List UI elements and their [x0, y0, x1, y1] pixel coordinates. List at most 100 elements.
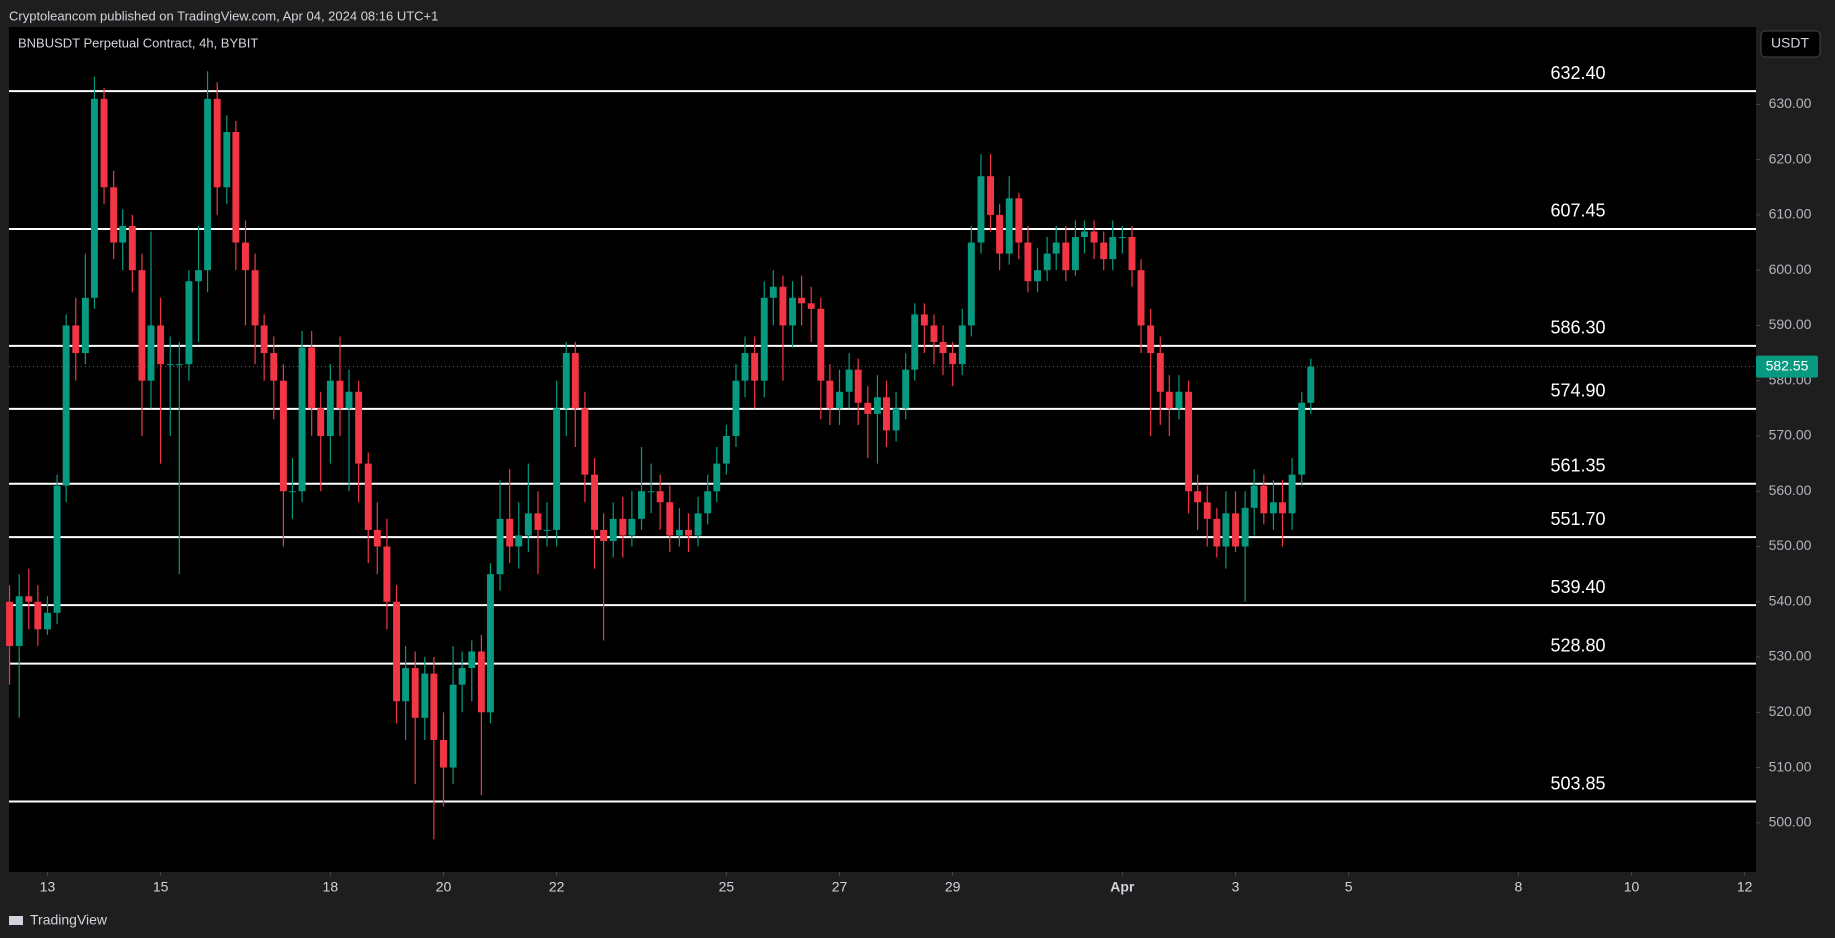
candle-body — [1062, 242, 1070, 271]
candle-body — [279, 380, 287, 492]
candle-body — [694, 513, 702, 536]
candle-body — [1100, 242, 1108, 260]
candle-body — [72, 325, 80, 354]
candle-body — [1165, 391, 1173, 409]
candle-body — [506, 518, 514, 547]
candle-body — [553, 408, 561, 530]
candle-body — [260, 325, 268, 354]
candle-body — [600, 529, 608, 541]
candle-body — [1137, 270, 1145, 326]
y-tick-label: 510.00 — [1769, 758, 1812, 774]
candle-body — [722, 435, 730, 464]
candle-body — [684, 529, 692, 536]
candle-body — [571, 353, 579, 409]
candle-body — [1147, 325, 1155, 354]
candle-body — [892, 408, 900, 431]
candle-body — [647, 491, 655, 493]
candle-body — [656, 491, 664, 503]
candle-body — [675, 529, 683, 536]
candle-body — [336, 380, 344, 409]
candle-body — [873, 397, 881, 414]
candle-body — [166, 364, 174, 366]
level-label: 632.40 — [1550, 63, 1605, 83]
plot-layer: 500.00 510.00 520.00 530.00 540.00 550.00 560.… — [6, 63, 1818, 895]
candle-body — [817, 308, 825, 381]
candle-body — [1241, 507, 1249, 547]
level-label: 561.35 — [1550, 456, 1605, 476]
candle-body — [147, 325, 155, 381]
candle-body — [562, 353, 570, 409]
candle-body — [110, 187, 118, 243]
candle-body — [185, 281, 193, 365]
candle-body — [25, 596, 33, 602]
x-tick-label: 25 — [719, 879, 735, 895]
y-tick-label: 520.00 — [1769, 703, 1812, 719]
candle-body — [53, 485, 61, 613]
candle-body — [402, 668, 410, 702]
candle-body — [1288, 474, 1296, 514]
candle-body — [308, 347, 316, 409]
candle-body — [930, 325, 938, 343]
tv-logo — [9, 916, 23, 925]
x-tick-label: 29 — [945, 879, 961, 895]
candle-body — [317, 408, 325, 436]
candle-body — [1260, 485, 1268, 514]
x-tick-label: Apr — [1110, 879, 1135, 895]
candle-body — [967, 242, 975, 326]
candle-body — [355, 391, 363, 464]
candle-body — [628, 518, 636, 536]
candle-body — [911, 314, 919, 370]
level-label: 586.30 — [1550, 318, 1605, 338]
candle-body — [1034, 270, 1041, 282]
candle-body — [1015, 198, 1023, 243]
currency-button[interactable] — [1760, 30, 1821, 58]
candle-body — [1213, 518, 1221, 547]
level-label: 551.70 — [1550, 509, 1605, 529]
candle-body — [1052, 242, 1060, 254]
candle-body — [1203, 502, 1211, 519]
candle-body — [138, 270, 146, 381]
candle-body — [1118, 237, 1126, 239]
candle-body — [882, 397, 890, 431]
candle-body — [1175, 391, 1183, 409]
candle-body — [638, 491, 645, 519]
candle-body — [345, 391, 353, 409]
y-tick-label: 540.00 — [1769, 592, 1812, 608]
candle-body — [845, 369, 853, 392]
candle-body — [421, 673, 429, 718]
level-label: 607.45 — [1550, 201, 1605, 221]
candle-body — [1222, 513, 1230, 547]
candle-body — [939, 342, 947, 354]
candle-body — [175, 364, 183, 366]
candle-body — [81, 297, 89, 354]
last-price-label: 582.55 — [1766, 357, 1809, 373]
last-price-tag — [1756, 355, 1818, 378]
symbol-title: BNBUSDT Perpetual Contract, 4h, BYBIT — [18, 35, 258, 50]
level-label: 574.90 — [1550, 381, 1605, 401]
candle-body — [732, 380, 740, 436]
candle-body — [1005, 198, 1013, 254]
candle-body — [242, 242, 249, 271]
x-tick-label: 12 — [1737, 879, 1753, 895]
candle-body — [383, 546, 391, 602]
candle-body — [449, 684, 457, 768]
x-tick-label: 20 — [436, 879, 452, 895]
candle-body — [798, 297, 806, 304]
candle-body — [996, 214, 1004, 254]
candle-body — [1081, 231, 1088, 238]
y-tick-label: 560.00 — [1769, 482, 1812, 498]
y-tick-label: 570.00 — [1769, 427, 1812, 443]
brand: TradingView — [30, 912, 108, 928]
candle-body — [1128, 237, 1136, 271]
candle-body — [44, 612, 51, 630]
candle-body — [836, 391, 843, 409]
candle-body — [619, 518, 627, 536]
y-tick-label: 590.00 — [1769, 316, 1812, 332]
candle-body — [581, 408, 589, 475]
y-tick-label: 550.00 — [1769, 537, 1812, 553]
candle-body — [1279, 502, 1286, 514]
candle-body — [864, 402, 872, 414]
currency-label[interactable]: USDT — [1771, 35, 1810, 51]
